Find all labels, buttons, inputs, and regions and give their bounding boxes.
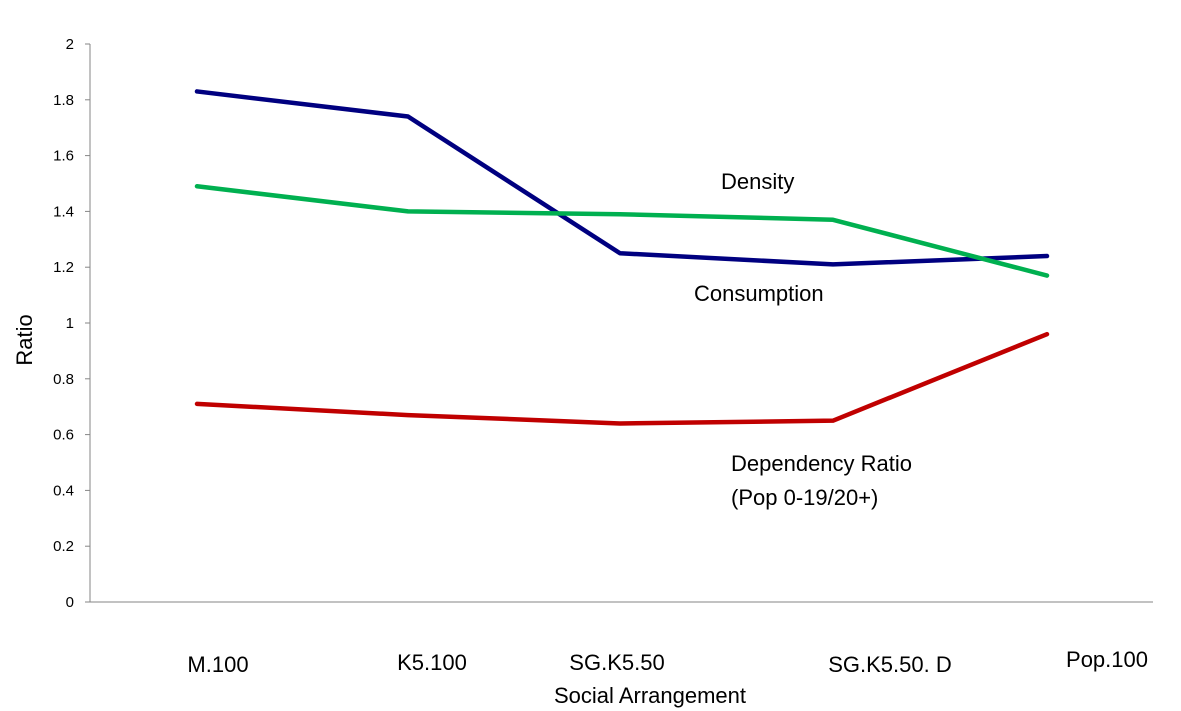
series-label-dependency-ratio-line2: (Pop 0-19/20+) [731,485,878,510]
series-lines [194,89,1050,426]
y-tick-label: 0 [66,594,74,611]
series-line-consumption [194,89,1050,267]
y-tick-label: 0.2 [53,538,74,555]
x-category-label: M.100 [187,652,248,677]
x-category-label: Pop.100 [1066,647,1148,672]
axes [89,44,1153,603]
x-category-label: SG.K5.50. D [828,652,952,677]
series-line-density [194,184,1050,278]
series-label-dependency-ratio: Dependency Ratio [731,451,912,476]
y-axis-title: Ratio [12,314,37,365]
y-tick-label: 2 [66,36,74,53]
x-category-label: SG.K5.50 [569,650,664,675]
x-axis-title: Social Arrangement [554,683,746,708]
y-tick-label: 1.8 [53,92,74,109]
y-tick-label: 0.8 [53,371,74,388]
x-category-label: K5.100 [397,650,467,675]
y-tick-label: 1 [66,315,74,332]
y-tick-label: 1.2 [53,259,74,276]
series-line-dependency-ratio [194,331,1050,426]
y-ticks: 0 0.2 0.4 0.6 0.8 1 1.2 1.4 1.6 1.8 2 [53,36,90,611]
y-tick-label: 1.6 [53,148,74,165]
series-label-consumption: Consumption [694,281,824,306]
y-tick-label: 1.4 [53,203,74,220]
y-tick-label: 0.4 [53,482,74,499]
category-labels: M.100 K5.100 SG.K5.50 SG.K5.50. D Pop.100 [187,647,1148,677]
y-tick-label: 0.6 [53,427,74,444]
series-label-density: Density [721,169,794,194]
